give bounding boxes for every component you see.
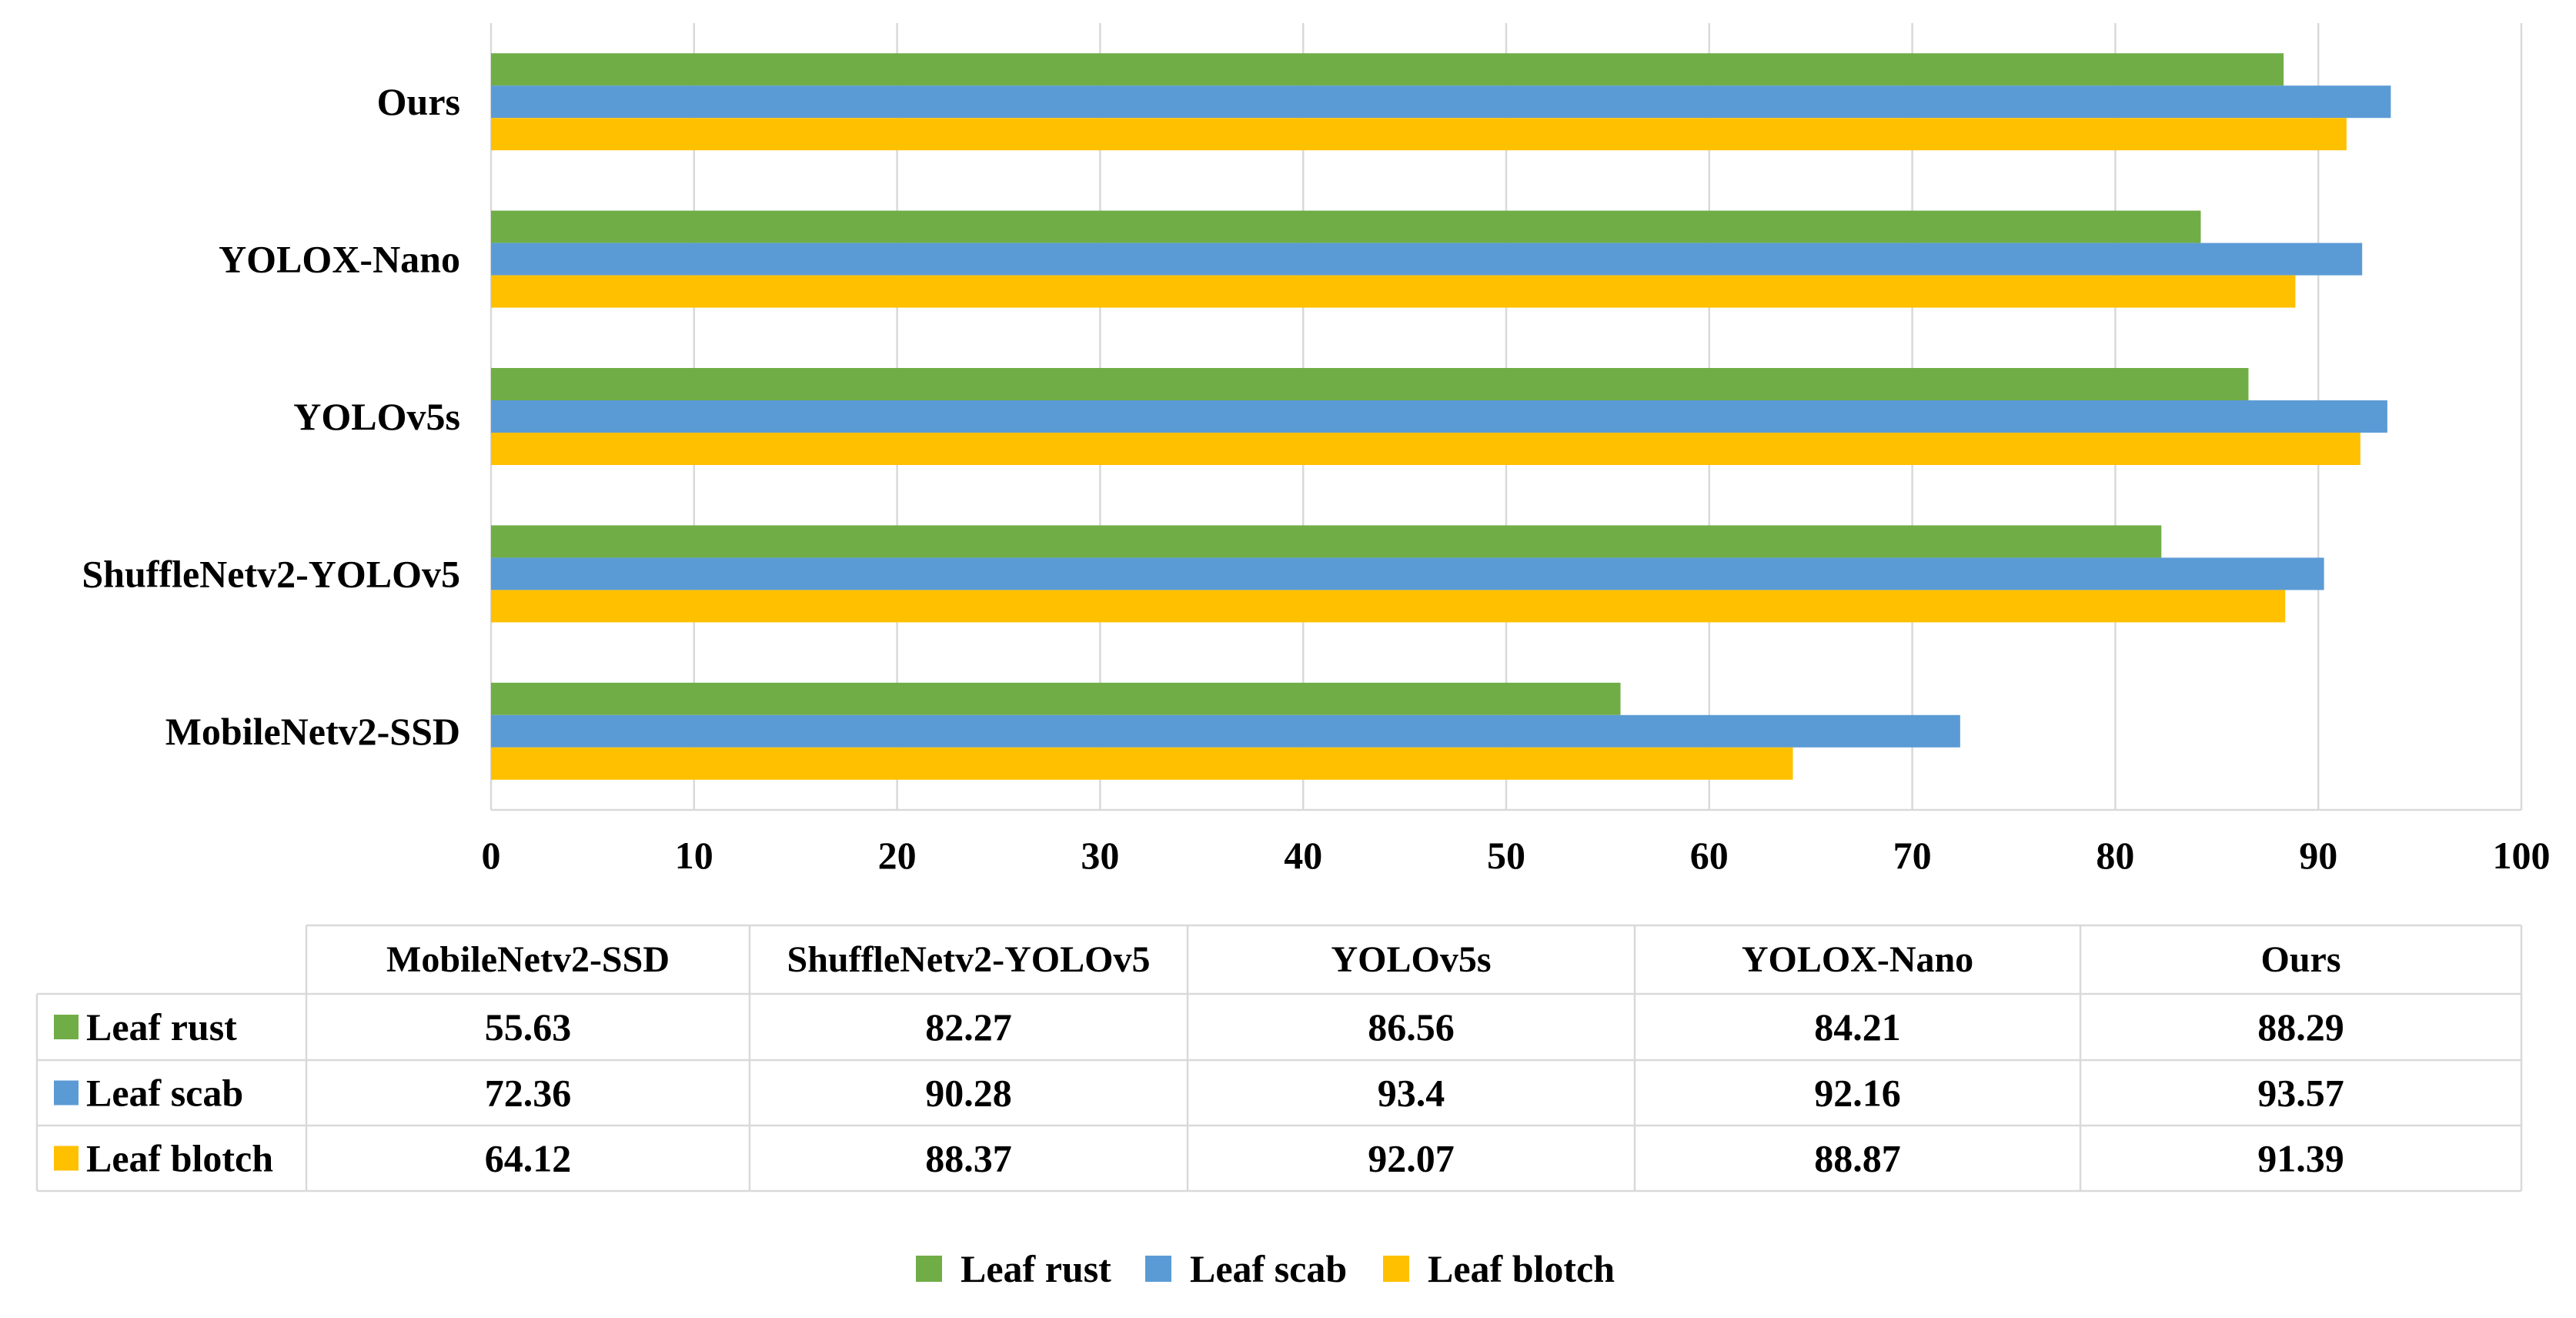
table-row-label-leaf-blotch: Leaf blotch: [86, 1137, 273, 1180]
x-tick-label-70: 70: [1893, 834, 1932, 877]
bar-ours-leaf-blotch: [491, 118, 2347, 151]
table-legend-key-leaf-rust: [54, 1015, 79, 1039]
bar-yolov5s-leaf-blotch: [491, 433, 2360, 465]
category-label-yolov5s: YOLOv5s: [293, 395, 460, 438]
table-cell-leaf-rust-mobilenetv2-ssd: 55.63: [485, 1005, 572, 1049]
x-tick-label-90: 90: [2299, 834, 2337, 877]
table-cell-leaf-scab-yolov5s: 93.4: [1378, 1072, 1445, 1115]
bar-yolox-nano-leaf-scab: [491, 243, 2363, 276]
table-header-yolov5s: YOLOv5s: [1331, 939, 1491, 980]
x-tick-label-50: 50: [1487, 834, 1525, 877]
table-row-label-leaf-scab: Leaf scab: [86, 1072, 243, 1115]
bar-ours-leaf-scab: [491, 85, 2391, 119]
table-cell-leaf-scab-yolox-nano: 92.16: [1814, 1072, 1901, 1115]
table-cell-leaf-rust-yolox-nano: 84.21: [1814, 1005, 1901, 1049]
legend-key-leaf-blotch: [1383, 1256, 1409, 1282]
bar-shufflenetv2-yolov5-leaf-blotch: [491, 590, 2286, 623]
table-cell-leaf-blotch-yolov5s: 92.07: [1368, 1137, 1455, 1180]
bar-yolov5s-leaf-scab: [491, 400, 2387, 433]
legend-label-leaf-rust: Leaf rust: [961, 1247, 1111, 1290]
bar-yolox-nano-leaf-rust: [491, 210, 2201, 243]
bars: [491, 53, 2391, 780]
table-row-label-leaf-rust: Leaf rust: [86, 1005, 237, 1049]
category-label-ours: Ours: [377, 80, 460, 123]
bar-mobilenetv2-ssd-leaf-scab: [491, 714, 1960, 748]
data-table: MobileNetv2-SSD ShuffleNetv2-YOLOv5 YOLOv5…: [35, 924, 2523, 1193]
category-label-yolox-nano: YOLOX-Nano: [219, 238, 460, 281]
table-cell-leaf-rust-yolov5s: 86.56: [1368, 1005, 1455, 1049]
bar-ours-leaf-rust: [491, 53, 2284, 86]
bar-yolox-nano-leaf-blotch: [491, 275, 2296, 308]
table-cell-leaf-rust-ours: 88.29: [2257, 1005, 2344, 1049]
x-tick-label-0: 0: [482, 834, 501, 877]
table-header-ours: Ours: [2260, 939, 2340, 980]
x-tick-label-60: 60: [1690, 834, 1729, 877]
bar-yolov5s-leaf-rust: [491, 368, 2249, 400]
table-cell-leaf-blotch-ours: 91.39: [2257, 1137, 2344, 1180]
bar-shufflenetv2-yolov5-leaf-scab: [491, 557, 2324, 590]
table-cell-leaf-scab-shufflenetv2-yolov5: 90.28: [925, 1072, 1012, 1115]
category-label-shufflenetv2-yolov5: ShuffleNetv2-YOLOv5: [82, 552, 460, 595]
legend-label-leaf-blotch: Leaf blotch: [1428, 1247, 1615, 1290]
table-cell-leaf-blotch-yolox-nano: 88.87: [1814, 1137, 1901, 1180]
legend-key-leaf-scab: [1145, 1256, 1171, 1282]
bar-shufflenetv2-yolov5-leaf-rust: [491, 525, 2162, 558]
table-cell-leaf-scab-ours: 93.57: [2257, 1072, 2344, 1115]
table-cell-leaf-blotch-shufflenetv2-yolov5: 88.37: [925, 1137, 1012, 1180]
table-cell-leaf-blotch-mobilenetv2-ssd: 64.12: [485, 1137, 572, 1180]
axes: MobileNetv2-SSD ShuffleNetv2-YOLOv5 YOLOv5…: [82, 80, 2550, 877]
table-cell-leaf-rust-shufflenetv2-yolov5: 82.27: [925, 1005, 1012, 1049]
category-label-mobilenetv2-ssd: MobileNetv2-SSD: [165, 710, 460, 753]
table-legend-key-leaf-blotch: [54, 1146, 79, 1171]
table-legend-key-leaf-scab: [54, 1080, 79, 1106]
x-tick-label-30: 30: [1081, 834, 1119, 877]
x-tick-label-40: 40: [1284, 834, 1322, 877]
x-tick-label-20: 20: [878, 834, 917, 877]
x-tick-label-100: 100: [2493, 834, 2551, 877]
table-header-mobilenetv2-ssd: MobileNetv2-SSD: [386, 939, 670, 980]
legend-key-leaf-rust: [916, 1256, 942, 1282]
bar-mobilenetv2-ssd-leaf-rust: [491, 682, 1621, 715]
bar-mobilenetv2-ssd-leaf-blotch: [491, 747, 1793, 780]
table-header-yolox-nano: YOLOX-Nano: [1742, 939, 1973, 980]
legend: Leaf rust Leaf scab Leaf blotch: [916, 1247, 1615, 1290]
x-tick-label-10: 10: [675, 834, 713, 877]
table-header-shufflenetv2-yolov5: ShuffleNetv2-YOLOv5: [787, 939, 1151, 980]
table-cell-leaf-scab-mobilenetv2-ssd: 72.36: [485, 1072, 572, 1115]
x-tick-label-80: 80: [2096, 834, 2134, 877]
legend-label-leaf-scab: Leaf scab: [1190, 1247, 1347, 1290]
